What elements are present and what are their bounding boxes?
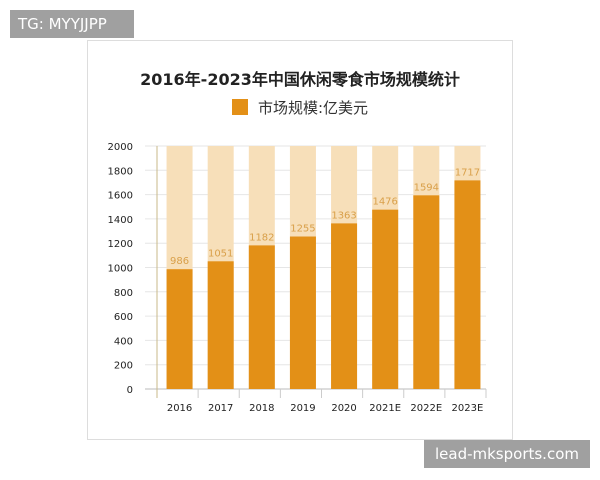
data-label: 1363: [331, 210, 356, 221]
y-tick-label: 1000: [108, 264, 133, 275]
y-tick-label: 1600: [108, 191, 133, 202]
bar: [413, 195, 440, 389]
data-label: 986: [170, 256, 189, 267]
y-tick-label: 2000: [108, 142, 133, 153]
data-label: 1594: [414, 182, 439, 193]
x-tick-label: 2021E: [369, 403, 401, 414]
x-tick-label: 2023E: [452, 403, 484, 414]
chart-title: 2016年-2023年中国休闲零食市场规模统计: [140, 70, 460, 89]
bar: [207, 261, 234, 389]
y-tick-label: 1800: [108, 166, 133, 177]
y-tick-label: 400: [114, 336, 133, 347]
bar: [454, 180, 481, 389]
data-label: 1255: [290, 224, 315, 235]
watermark-bottom: lead-mksports.com: [424, 440, 590, 468]
data-label: 1182: [249, 232, 274, 243]
data-label: 1717: [455, 167, 480, 178]
bar: [331, 223, 358, 389]
bar: [289, 236, 316, 389]
y-tick-label: 200: [114, 361, 133, 372]
x-tick-label: 2018: [249, 403, 274, 414]
data-label: 1051: [208, 248, 233, 259]
bar: [372, 209, 399, 389]
y-tick-label: 0: [127, 385, 133, 396]
x-tick-label: 2016: [167, 403, 192, 414]
bar: [166, 269, 193, 389]
y-tick-label: 1400: [108, 215, 133, 226]
x-tick-label: 2022E: [410, 403, 442, 414]
y-tick-label: 600: [114, 312, 133, 323]
bar: [248, 245, 275, 389]
x-tick-label: 2019: [290, 403, 315, 414]
legend-swatch: [231, 99, 248, 115]
data-label: 1476: [372, 197, 397, 208]
y-tick-label: 800: [114, 288, 133, 299]
y-tick-label: 1200: [108, 239, 133, 250]
legend-label: 市场规模:亿美元: [257, 99, 369, 117]
watermark-top: TG: MYYJJPP: [10, 10, 134, 38]
x-tick-label: 2017: [208, 403, 233, 414]
x-tick-label: 2020: [331, 403, 356, 414]
legend: 市场规模:亿美元: [0, 97, 600, 118]
